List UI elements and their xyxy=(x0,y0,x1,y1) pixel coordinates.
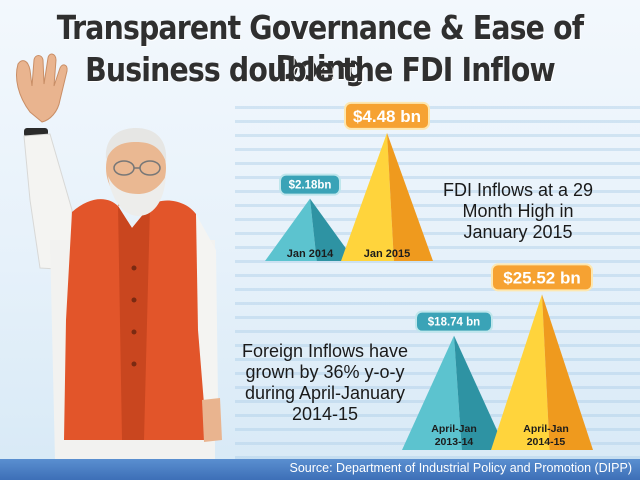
bar-0-0-face-right xyxy=(310,198,355,261)
value-badge-1-1 xyxy=(491,263,593,292)
category-label-0-0: Jan 2014 xyxy=(287,248,334,260)
category-label-1-1: April-Jan xyxy=(523,423,569,435)
bar-0-0-face-left xyxy=(265,198,317,261)
value-label-1-0: $18.74 bn xyxy=(428,317,480,329)
bar-0-1-face-right xyxy=(387,132,433,261)
bar-1-0-face-left xyxy=(402,335,462,450)
title-line-1: Transparent Governance & Ease of Doing xyxy=(56,8,584,87)
category-label-1-1: 2014-15 xyxy=(527,436,566,448)
category-label-0-1: Jan 2015 xyxy=(364,248,410,260)
value-badge-0-0 xyxy=(279,173,341,196)
bar-1-1-face-left xyxy=(491,294,550,450)
title-line-2: Business double the FDI Inflow xyxy=(85,50,556,89)
value-badge-0-1 xyxy=(344,101,430,130)
bar-0-1-face-left xyxy=(341,132,394,261)
value-label-1-1: $25.52 bn xyxy=(503,268,581,287)
bar-1-1-face-right xyxy=(542,294,593,450)
bar-1-0-face-right xyxy=(454,335,506,450)
value-badge-1-0 xyxy=(415,310,493,333)
category-label-1-0: 2013-14 xyxy=(435,436,474,448)
footer-bar: Source: Department of Industrial Policy … xyxy=(0,459,640,480)
value-label-0-0: $2.18bn xyxy=(289,180,332,192)
value-label-0-1: $4.48 bn xyxy=(353,107,421,126)
source-note: Source: Department of Industrial Policy … xyxy=(289,461,632,475)
caption-bottom: Foreign Inflows have grown by 36% y-o-y … xyxy=(241,341,409,424)
caption-top: FDI Inflows at a 29 Month High in Januar… xyxy=(442,180,594,242)
category-label-1-0: April-Jan xyxy=(431,423,477,435)
